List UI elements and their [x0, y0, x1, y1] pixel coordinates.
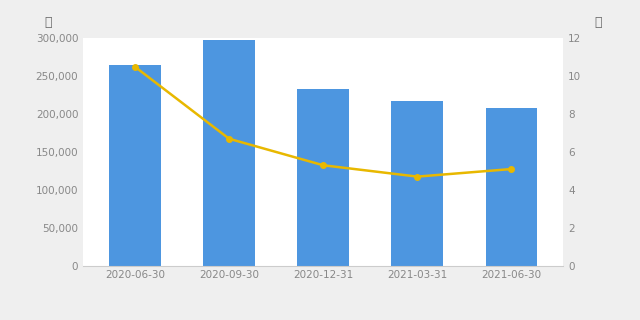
Bar: [204, 40, 255, 266]
Bar: [109, 65, 161, 266]
Bar: [486, 108, 538, 266]
Bar: [392, 101, 444, 266]
Bar: [298, 89, 349, 266]
Text: 元: 元: [594, 16, 602, 29]
Text: 户: 户: [45, 16, 52, 29]
